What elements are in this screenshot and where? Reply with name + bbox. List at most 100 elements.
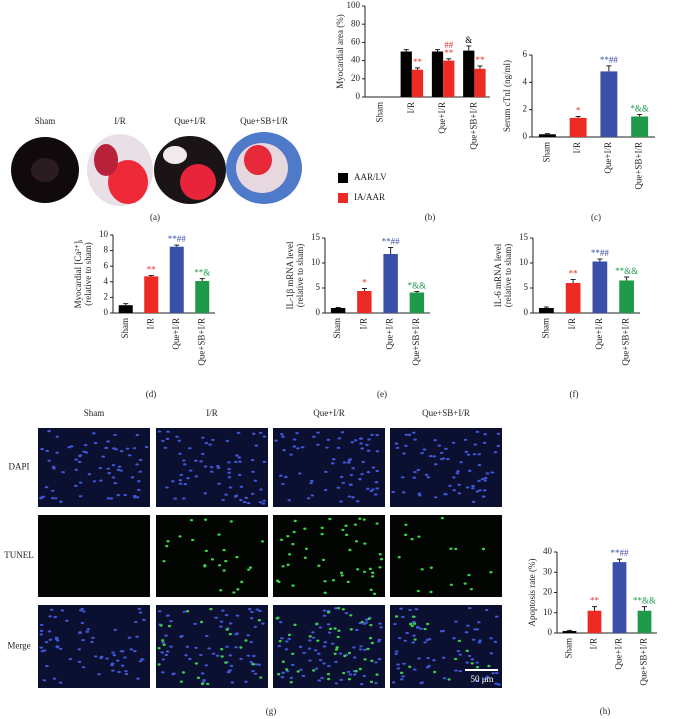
cell-dot [404,433,409,436]
cell-dot [250,492,255,495]
cell-dot [189,518,194,522]
cell-dot [53,497,58,500]
error-bar [466,45,472,51]
cell-dot [219,620,224,623]
cell-dot [314,667,319,670]
y-tick-label: 20 [543,587,553,597]
significance-label: ** [147,265,157,275]
cell-dot [166,614,170,617]
cell-dot [285,668,289,671]
cell-dot [316,443,320,446]
cell-dot [129,648,134,651]
cell-dot [111,669,115,672]
cell-dot [326,672,331,676]
cell-dot [281,660,286,663]
cell-dot [117,670,121,674]
bar [400,51,412,97]
cell-dot [250,458,255,462]
cell-dot [342,461,347,464]
micrograph [273,605,385,688]
cell-dot [401,491,406,494]
cell-dot [251,663,255,666]
cell-dot [280,676,285,679]
cell-dot [39,646,44,649]
cell-dot [441,457,446,460]
cell-dot [391,681,396,684]
cell-dot [249,660,254,664]
error-bar [388,247,394,254]
cell-dot [138,660,143,663]
y-tick-label: 2 [523,104,528,114]
cell-dot [483,476,488,480]
cell-dot [68,658,73,661]
cell-dot [410,624,414,628]
cell-dot [327,664,331,668]
significance-label: **& [194,268,210,278]
error-bar [606,65,612,72]
cell-dot [204,664,209,667]
cell-dot [356,568,360,571]
bar [565,283,581,313]
cell-dot [186,609,190,613]
cell-dot [127,454,132,457]
cell-dot [282,449,286,452]
cell-dot [489,571,493,574]
cell-dot [258,431,263,434]
cell-dot [113,482,118,485]
cell-dot [420,568,424,571]
cell-dot [348,483,353,486]
cell-dot [417,535,421,538]
cell-dot [49,608,54,611]
cell-dot [467,607,472,610]
x-tick-label: Que+I/R [437,102,447,134]
cell-dot [310,494,315,497]
micrograph [38,515,150,597]
cell-dot [78,481,83,484]
cell-dot [425,638,430,642]
cell-dot [216,464,220,468]
cell-dot [106,467,111,470]
cell-dot [457,639,462,643]
cell-dot [496,444,501,448]
cell-dot [287,499,292,502]
cell-dot [327,677,331,681]
cell-dot [375,522,379,525]
cell-dot [239,485,244,488]
cell-dot [87,473,92,476]
cell-dot [369,489,374,493]
x-tick-label: Que+SB+I/R [196,318,206,366]
cell-dot [136,677,140,680]
cell-dot [85,630,90,633]
cell-dot [397,556,401,559]
cell-dot [471,500,476,503]
y-tick-label: 5 [316,282,321,292]
cell-dot [477,463,482,467]
cell-dot [412,622,417,625]
cell-dot [211,438,215,442]
cell-dot [288,553,292,556]
cell-dot [341,528,345,532]
panel-label: (g) [266,706,277,716]
cell-dot [225,439,230,442]
cell-dot [136,488,141,492]
error-bar [544,133,550,135]
cell-dot [234,494,239,497]
y-tick-label: 0 [524,307,529,317]
cell-dot [55,645,60,648]
panel-label: (f) [570,389,579,399]
cell-dot [227,476,232,479]
cell-dot [258,609,262,613]
bar [443,60,455,97]
cell-dot [77,660,82,663]
cell-dot [290,663,295,666]
y-tick-label: 5 [524,282,529,292]
cell-dot [293,519,297,523]
cell-dot [489,652,494,655]
cell-dot [378,566,382,569]
cell-dot [107,472,112,475]
cell-dot [178,535,182,538]
cell-dot [257,619,261,622]
x-tick-label: I/R [358,318,368,330]
cell-dot [254,444,259,447]
cell-dot [355,628,359,631]
